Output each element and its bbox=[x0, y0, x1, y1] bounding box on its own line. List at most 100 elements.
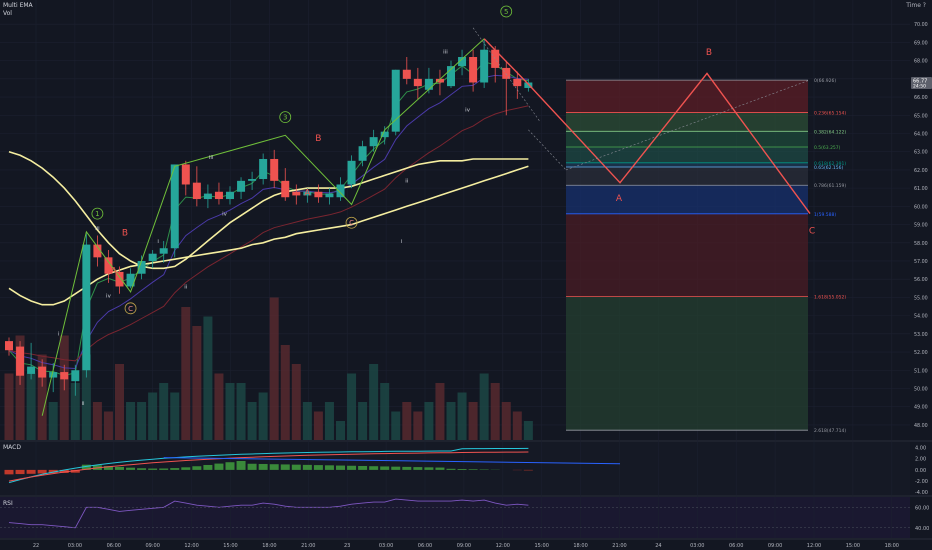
price-axis-tick: 66.00 bbox=[914, 95, 928, 101]
price-axis-tick: 61.00 bbox=[914, 186, 928, 192]
fib-zone bbox=[566, 185, 808, 214]
macd-histogram-bar bbox=[291, 464, 301, 470]
time-axis-tick: 09:00 bbox=[145, 543, 159, 549]
candle-body bbox=[27, 366, 36, 374]
wave-label-circle bbox=[279, 111, 292, 123]
volume-bar bbox=[70, 383, 80, 440]
candle-body bbox=[447, 66, 455, 87]
rsi-line bbox=[8, 498, 529, 529]
last-price-badge bbox=[911, 77, 932, 90]
candle-body bbox=[513, 78, 522, 87]
candle-body bbox=[16, 346, 25, 376]
macd-histogram-bar bbox=[358, 465, 368, 470]
time-axis-tick: 21:00 bbox=[612, 543, 626, 549]
volume-bar bbox=[126, 402, 136, 440]
macd-histogram-bar bbox=[247, 463, 257, 470]
candle-body bbox=[49, 372, 58, 378]
macd-title[interactable]: MACD bbox=[3, 444, 21, 451]
wave-label: i bbox=[58, 332, 60, 338]
ema-mid-line bbox=[8, 74, 529, 370]
price-axis-tick: 70.00 bbox=[914, 22, 928, 28]
candle-body bbox=[192, 182, 201, 200]
fibonacci-zones[interactable]: 0(66.926) 0.236(65.154) 0.382(64.122) 0.5(6… bbox=[566, 78, 846, 434]
macd-histogram-bar bbox=[192, 466, 202, 470]
volume-bar bbox=[236, 383, 246, 440]
indicator-label-multi-ema[interactable]: Multi EMA bbox=[3, 2, 33, 9]
volume-bar bbox=[336, 421, 345, 440]
volume-bar bbox=[103, 411, 113, 440]
candle-body bbox=[491, 49, 500, 68]
price-axis-tick: 57.00 bbox=[914, 259, 928, 265]
rsi-title[interactable]: RSI bbox=[3, 500, 13, 507]
volume-bar bbox=[324, 402, 334, 440]
time-axis-tick: 06:00 bbox=[729, 543, 743, 549]
candle-body bbox=[424, 78, 433, 90]
price-axis[interactable]: 48.00 49.00 50.00 51.00 52.00 53.00 54.00 55.00… bbox=[911, 22, 932, 429]
volume-bar bbox=[347, 373, 357, 440]
indicator-label-volume[interactable]: Vol bbox=[3, 10, 12, 17]
wave-label: A bbox=[304, 188, 311, 198]
time-axis[interactable]: 22 03:00 06:00 09:00 12:00 15:00 18:00 21:00 23 0… bbox=[33, 543, 899, 549]
macd-histogram-bar bbox=[225, 462, 235, 470]
candle-body bbox=[480, 49, 489, 83]
fib-level-label: 0.5(63.257) bbox=[814, 145, 841, 151]
volume-bar bbox=[258, 392, 268, 440]
volume-bar bbox=[291, 364, 301, 440]
candle-body bbox=[314, 191, 323, 198]
time-axis-tick: 15:00 bbox=[223, 543, 237, 549]
candle-body bbox=[181, 164, 190, 185]
macd-trend-line bbox=[163, 457, 621, 465]
macd-axis-tick: -2.00 bbox=[915, 479, 928, 485]
price-axis-tick: 48.00 bbox=[914, 423, 928, 429]
wave-label: iii bbox=[209, 155, 214, 161]
price-axis-tick: 56.00 bbox=[914, 277, 928, 283]
fib-level-label: 1(59.588) bbox=[814, 212, 836, 218]
fib-level-label: 0.618(62.391) bbox=[814, 161, 846, 167]
candle-body bbox=[402, 69, 411, 79]
price-axis-tick: 68.00 bbox=[914, 59, 928, 65]
candle-body bbox=[281, 180, 290, 198]
wave-label-circle bbox=[124, 302, 137, 315]
macd-histogram-bar bbox=[413, 467, 423, 470]
volume-bar bbox=[247, 402, 257, 440]
volume-bar bbox=[192, 326, 202, 440]
candle-body bbox=[170, 164, 179, 249]
candle-body bbox=[435, 78, 444, 83]
price-axis-tick: 62.00 bbox=[914, 168, 928, 174]
macd-histogram-bar bbox=[302, 464, 312, 470]
macd-histogram-bar bbox=[446, 468, 456, 470]
fib-level-label: 0.236(65.154) bbox=[814, 111, 846, 117]
candle-body bbox=[93, 244, 102, 258]
macd-histogram-bar bbox=[115, 466, 124, 470]
wave-label: ii bbox=[184, 284, 188, 290]
volume-bar bbox=[402, 402, 412, 440]
time-axis-tick: 18:00 bbox=[573, 543, 587, 549]
macd-axis-tick: -4.00 bbox=[915, 490, 928, 496]
wave-label: A bbox=[616, 194, 623, 204]
macd-signal-line bbox=[8, 451, 529, 482]
time-axis-tick: 06:00 bbox=[418, 543, 432, 549]
time-axis-tick: 03:00 bbox=[379, 543, 393, 549]
price-axis-tick: 60.00 bbox=[914, 204, 928, 210]
candle-body bbox=[369, 137, 378, 147]
volume-bar bbox=[92, 402, 102, 440]
top-right-label: Time ? bbox=[906, 2, 926, 9]
last-price-countdown: 24:50 bbox=[913, 84, 926, 90]
candle-body bbox=[203, 193, 212, 200]
candle-body bbox=[5, 341, 13, 351]
fib-level-label: 1.618(55.052) bbox=[814, 294, 846, 300]
candle-body bbox=[270, 158, 279, 181]
candle-body bbox=[237, 180, 246, 192]
fib-zone bbox=[566, 296, 808, 431]
macd-axis-tick: 0.00 bbox=[915, 468, 926, 474]
candle-body bbox=[391, 69, 400, 132]
time-axis-tick: 18:00 bbox=[262, 543, 276, 549]
time-axis-tick: 15:00 bbox=[846, 543, 860, 549]
elliott-wave-lines[interactable] bbox=[41, 27, 811, 416]
candle-body bbox=[259, 158, 268, 180]
wave-label: A bbox=[111, 267, 118, 277]
macd-histogram-bar bbox=[347, 465, 357, 470]
candle-body bbox=[292, 191, 301, 196]
time-axis-tick: 09:00 bbox=[457, 543, 471, 549]
